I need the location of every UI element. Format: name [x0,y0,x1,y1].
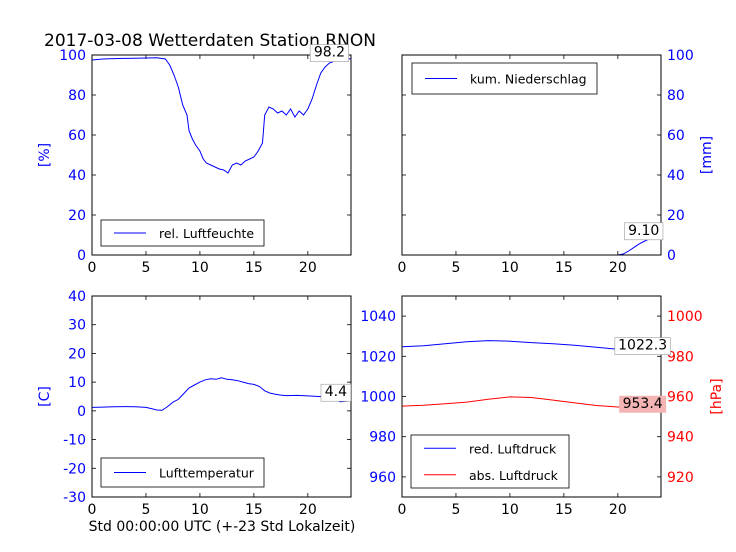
panel-top-right-xtick-label: 0 [398,260,407,276]
panel-top-left-xtick-label: 0 [88,260,97,276]
panel-bottom-right-ytick-label-left: 1020 [360,349,396,365]
panel-bottom-left-legend-label-0: Lufttemperatur [159,466,255,481]
panel-top-left-annotation-box-0 [309,44,349,62]
panel-bottom-left-ytick-label: 30 [68,318,86,334]
panel-top-right-ytick-label: 80 [667,88,685,104]
panel-bottom-right-ytick-label-left: 980 [369,430,396,446]
panel-bottom-right-annotation-0: 1022.3 [618,338,667,354]
panel-bottom-left-xtick-label: 20 [299,502,317,518]
panel-bottom-right-ytick-label-right: 960 [667,390,694,406]
footer-xlabel: Std 00:00:00 UTC (+-23 Std Lokalzeit) [89,519,356,535]
panel-top-right-xtick-label: 20 [609,260,627,276]
panel-top-left-ylabel: [%] [37,143,53,167]
panel-top-right-xtick-label: 5 [451,260,460,276]
panel-bottom-left-ytick-label: -30 [63,490,86,506]
panel-top-left-frame [91,54,352,256]
panel-top-right-ytick-label: 100 [667,48,694,64]
panel-bottom-right-annotation-box-0 [614,337,671,355]
panel-top-right-annotation-box-0 [624,222,664,241]
panel-bottom-right-xtick-label: 0 [398,502,407,518]
panel-bottom-right-legend-box [410,434,570,489]
panel-bottom-left-ytick-label: -20 [63,461,86,477]
panel-bottom-right-xtick-label: 20 [609,502,627,518]
panel-bottom-left-xtick-label: 15 [245,502,263,518]
panel-top-right-xtick-label: 10 [501,260,519,276]
panel-top-right-ytick-label: 20 [667,208,685,224]
panel-bottom-left-xtick-label: 10 [191,502,209,518]
panel-bottom-right-ytick-label-left: 960 [369,470,396,486]
panel-top-left-xtick-label: 15 [245,260,263,276]
panel-bottom-left-ytick-label: 20 [68,346,86,362]
panel-top-right-annotation-0: 9.10 [628,223,659,239]
panel-bottom-right-ytick-label-right: 980 [667,349,694,365]
panel-bottom-right-xtick-label: 15 [555,502,573,518]
panel-top-right-ylabel: [mm] [699,136,715,174]
panel-bottom-right-ylabel: [hPa] [709,378,725,414]
panel-bottom-right-legend-label-1: abs. Luftdruck [469,468,559,483]
panel-top-left-series-line-0 [92,57,351,174]
panel-top-left-xtick-label: 10 [191,260,209,276]
panel-top-left-ytick-label: 40 [68,168,86,184]
panel-top-right-ytick-label: 60 [667,128,685,144]
panel-bottom-right-xtick-label: 5 [451,502,460,518]
panel-bottom-left-ytick-label: 0 [77,404,86,420]
panel-bottom-left-annotation-box-0 [320,383,352,402]
panel-top-right-legend-label-0: kum. Niederschlag [470,72,587,87]
panel-top-left-ytick-label: 80 [68,88,86,104]
panel-bottom-right-series-line-1 [402,396,661,411]
panel-bottom-left-annotation-0: 4.4 [325,384,347,400]
panel-bottom-right-legend-label-0: red. Luftdruck [469,441,557,456]
panel-top-left-ytick-label: 60 [68,128,86,144]
panel-top-left-xtick-label: 20 [299,260,317,276]
panel-bottom-left-ylabel: [C] [37,386,53,407]
figure-title: 2017-03-08 Wetterdaten Station RNON [44,31,376,51]
panel-bottom-right-ytick-label-right: 1000 [667,309,703,325]
panel-top-right-ytick-label: 0 [667,248,676,264]
panel-top-left-legend-label-0: rel. Luftfeuchte [159,226,254,241]
panel-bottom-right-ytick-label-left: 1040 [360,309,396,325]
panel-bottom-right-xtick-label: 10 [501,502,519,518]
panel-bottom-left-xtick-label: 5 [141,502,150,518]
panel-bottom-right-ytick-label-right: 940 [667,430,694,446]
panel-bottom-right-ytick-label-right: 920 [667,470,694,486]
panel-top-left-ytick-label: 0 [77,248,86,264]
panel-bottom-left-ytick-label: -10 [63,433,86,449]
panel-top-right-frame [401,54,662,256]
panel-top-left-xtick-label: 5 [141,260,150,276]
panel-top-right-ytick-label: 40 [667,168,685,184]
panel-top-right-series-line-0 [402,236,661,255]
panel-bottom-right-annotation-1: 953.4 [623,396,663,412]
panel-top-right-xtick-label: 15 [555,260,573,276]
panel-bottom-left-series-line-0 [92,377,351,411]
panel-bottom-right-annotation-box-1 [619,395,667,413]
panel-bottom-left-xtick-label: 0 [88,502,97,518]
panel-bottom-left-ytick-label: 40 [68,289,86,305]
panel-bottom-left-ytick-label: 10 [68,375,86,391]
panel-top-left-ytick-label: 20 [68,208,86,224]
panel-top-left-ytick-label: 100 [59,48,86,64]
panel-top-left-annotation-0: 98.2 [314,45,345,61]
panel-bottom-right-ytick-label-left: 1000 [360,390,396,406]
